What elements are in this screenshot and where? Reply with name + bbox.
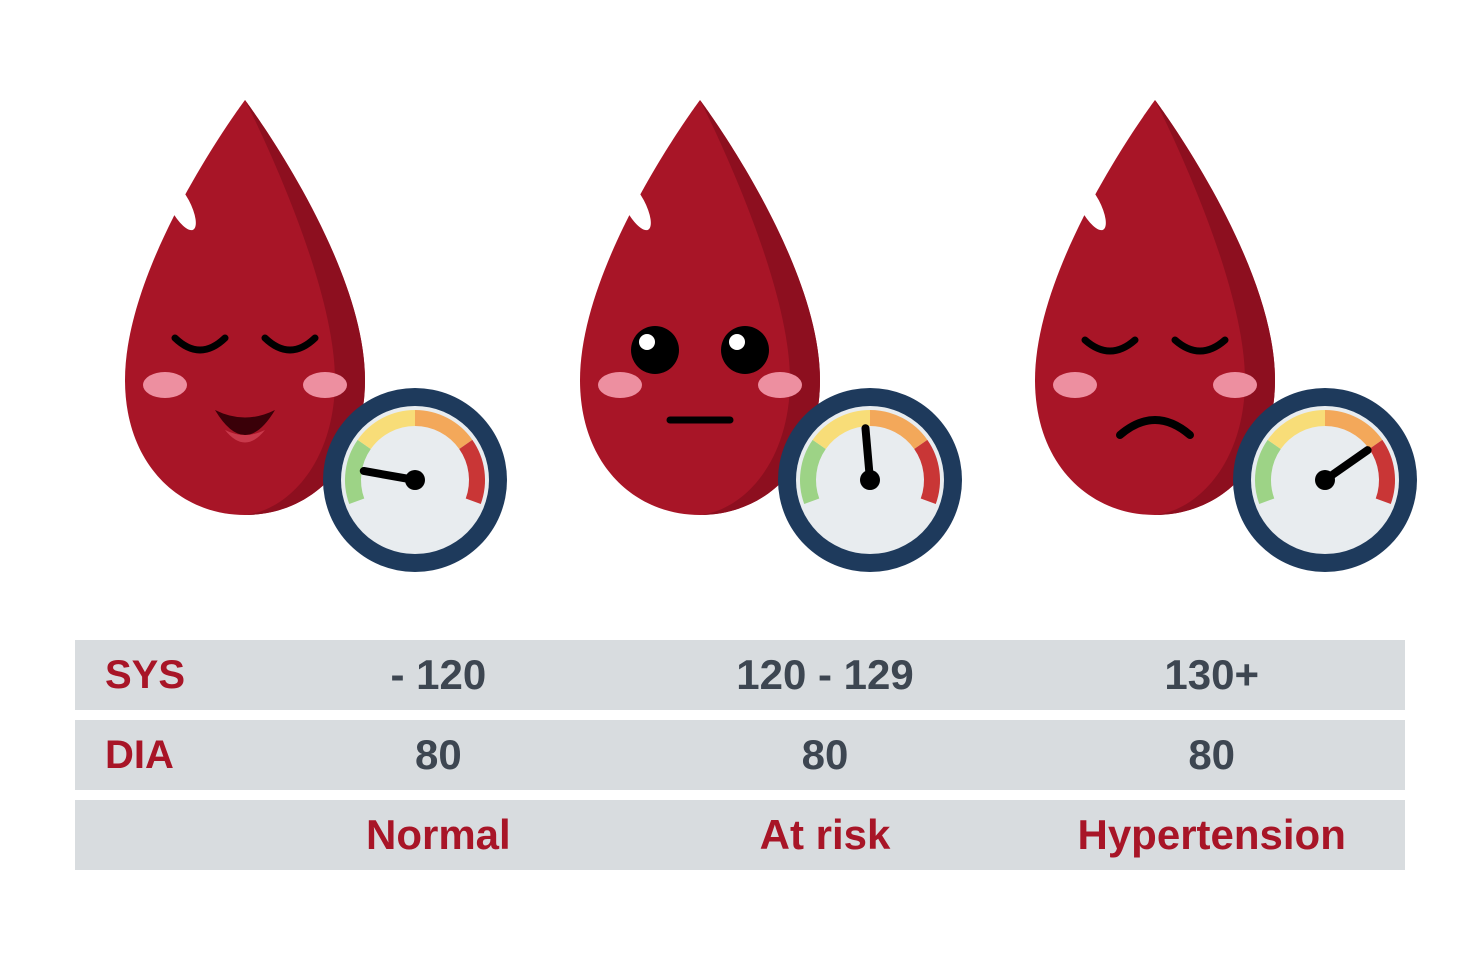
row-label-sys: SYS: [75, 653, 245, 698]
table-row-sys: SYS - 120 120 - 129 130+: [75, 640, 1405, 710]
cell-dia-2: 80: [1018, 731, 1405, 779]
cell-dia-1: 80: [632, 731, 1019, 779]
cell-status-2: Hypertension: [1018, 811, 1405, 859]
cell-sys-2: 130+: [1018, 651, 1405, 699]
pressure-gauge-icon: [315, 380, 515, 580]
drop-hypertension: [985, 90, 1405, 560]
bp-table: SYS - 120 120 - 129 130+ DIA 80 80 80 No…: [75, 640, 1405, 880]
drop-atrisk: [530, 90, 950, 560]
cell-status-1: At risk: [632, 811, 1019, 859]
table-row-status: Normal At risk Hypertension: [75, 800, 1405, 870]
row-label-dia: DIA: [75, 733, 245, 778]
cell-dia-0: 80: [245, 731, 632, 779]
cell-status-0: Normal: [245, 811, 632, 859]
table-row-dia: DIA 80 80 80: [75, 720, 1405, 790]
pressure-gauge-icon: [1225, 380, 1425, 580]
drops-row: [75, 90, 1405, 560]
drop-normal: [75, 90, 495, 560]
cell-sys-0: - 120: [245, 651, 632, 699]
pressure-gauge-icon: [770, 380, 970, 580]
cell-sys-1: 120 - 129: [632, 651, 1019, 699]
